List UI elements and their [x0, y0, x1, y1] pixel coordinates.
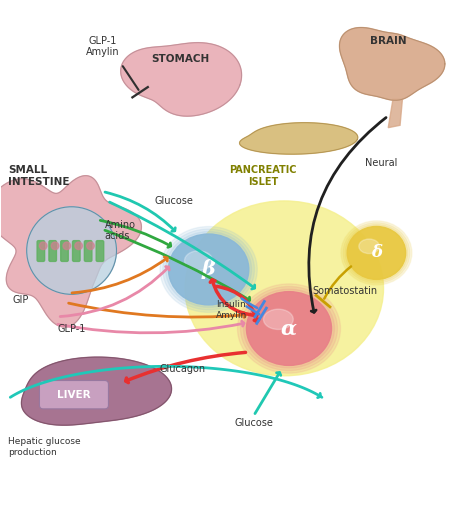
Ellipse shape	[165, 231, 252, 307]
Text: Glucagon: Glucagon	[160, 364, 206, 374]
Ellipse shape	[27, 207, 117, 294]
Text: PANCREATIC
ISLET: PANCREATIC ISLET	[229, 165, 297, 187]
Text: Hepatic glucose
production: Hepatic glucose production	[8, 437, 81, 457]
Circle shape	[63, 242, 71, 250]
Text: Glucose: Glucose	[155, 196, 193, 206]
FancyBboxPatch shape	[49, 241, 56, 262]
Ellipse shape	[359, 239, 379, 254]
Ellipse shape	[184, 251, 213, 270]
Ellipse shape	[185, 201, 383, 376]
FancyBboxPatch shape	[61, 241, 68, 262]
Polygon shape	[339, 28, 445, 100]
Text: Somatostatin: Somatostatin	[313, 286, 378, 296]
Text: Glucose: Glucose	[234, 418, 273, 428]
Text: α: α	[281, 319, 297, 339]
Text: Amino
acids: Amino acids	[105, 220, 136, 241]
FancyBboxPatch shape	[73, 241, 80, 262]
Text: Insulin
Amylin: Insulin Amylin	[216, 300, 247, 320]
Circle shape	[87, 242, 94, 250]
Ellipse shape	[163, 229, 255, 310]
Circle shape	[75, 242, 82, 250]
Ellipse shape	[347, 226, 406, 279]
Text: GLP-1
Amylin: GLP-1 Amylin	[85, 35, 119, 57]
Text: β: β	[202, 259, 216, 279]
Circle shape	[51, 242, 59, 250]
FancyBboxPatch shape	[37, 241, 45, 262]
Text: GLP-1: GLP-1	[57, 324, 86, 334]
Text: BRAIN: BRAIN	[370, 35, 407, 46]
FancyBboxPatch shape	[84, 241, 92, 262]
Circle shape	[39, 242, 47, 250]
Ellipse shape	[345, 225, 408, 281]
Polygon shape	[239, 123, 358, 154]
Polygon shape	[21, 357, 172, 425]
Ellipse shape	[246, 292, 331, 366]
Ellipse shape	[168, 234, 249, 305]
Ellipse shape	[160, 227, 257, 313]
Ellipse shape	[244, 289, 335, 368]
Text: GIP: GIP	[12, 295, 29, 305]
Text: δ: δ	[371, 244, 382, 262]
Ellipse shape	[264, 309, 293, 330]
Text: LIVER: LIVER	[57, 389, 91, 400]
FancyBboxPatch shape	[39, 381, 109, 409]
Ellipse shape	[343, 223, 410, 283]
Ellipse shape	[240, 287, 337, 371]
Polygon shape	[0, 176, 141, 327]
Ellipse shape	[237, 284, 340, 373]
Polygon shape	[121, 43, 242, 116]
FancyBboxPatch shape	[96, 241, 104, 262]
Ellipse shape	[341, 221, 412, 285]
Text: Neural: Neural	[365, 159, 397, 168]
Text: STOMACH: STOMACH	[151, 55, 210, 64]
Polygon shape	[388, 99, 402, 128]
Text: SMALL
INTESTINE: SMALL INTESTINE	[8, 165, 69, 187]
